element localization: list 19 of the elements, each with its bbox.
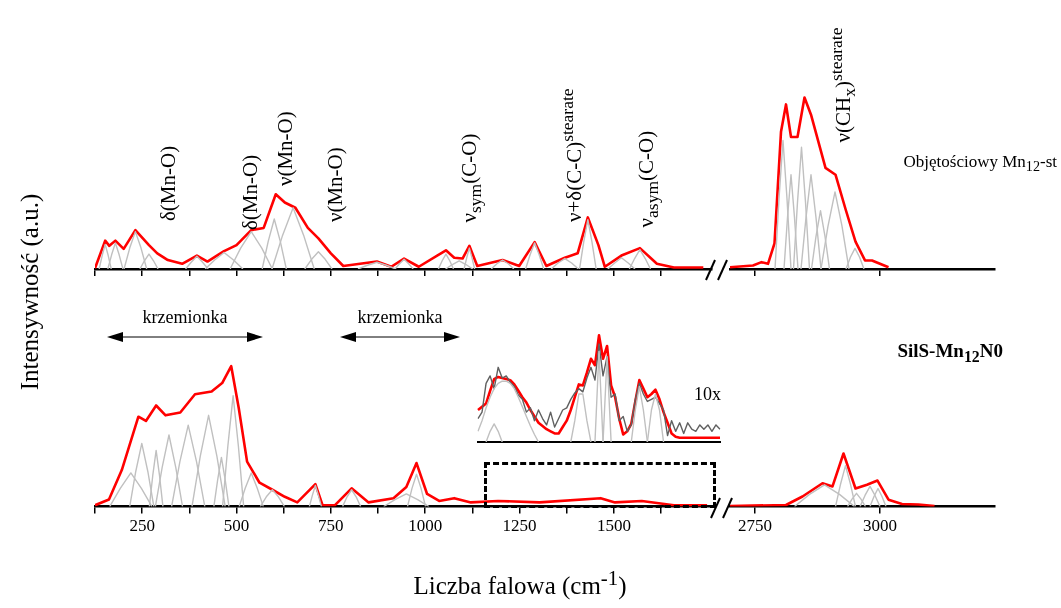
x-tick-label: 1500 <box>596 516 631 536</box>
annotation: δ(Mn-O) <box>156 145 181 221</box>
text: krzemionka <box>356 307 444 328</box>
x-tick-label: 250 <box>129 516 155 536</box>
x-tick-label: 2750 <box>738 516 772 536</box>
annotation: δ(Mn-O) <box>238 154 263 230</box>
x-axis-title: Liczba falowa (cm$^{-1}$) <box>412 566 628 601</box>
x-tick-label: 750 <box>318 516 344 536</box>
x-tick-label: 1250 <box>502 516 537 536</box>
x-tick-label: 500 <box>223 516 250 536</box>
text: ν(Mn-O) <box>273 111 298 186</box>
y-axis-title: Intensywność (a.u.) <box>16 193 44 391</box>
annotation: Objętościowy Mn$_{12}$-st <box>903 152 1057 176</box>
x-tick-label: 1000 <box>408 516 443 536</box>
x-tick-label: 3000 <box>863 516 897 536</box>
annotation: 10x <box>694 384 721 405</box>
annotation: ν(Mn-O) <box>323 147 348 222</box>
text: SilS-Mn$_{12}$N0 <box>897 340 1003 366</box>
text: krzemionka <box>141 307 229 328</box>
